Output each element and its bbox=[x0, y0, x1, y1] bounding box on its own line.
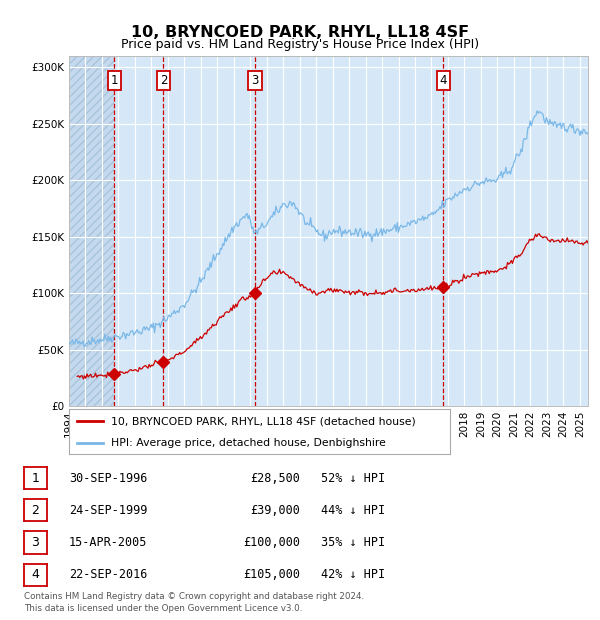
Text: 42% ↓ HPI: 42% ↓ HPI bbox=[321, 569, 385, 581]
Text: Contains HM Land Registry data © Crown copyright and database right 2024.
This d: Contains HM Land Registry data © Crown c… bbox=[24, 591, 364, 613]
Text: 24-SEP-1999: 24-SEP-1999 bbox=[69, 504, 148, 516]
Text: £28,500: £28,500 bbox=[250, 472, 300, 484]
Bar bbox=[163, 56, 588, 406]
Text: 52% ↓ HPI: 52% ↓ HPI bbox=[321, 472, 385, 484]
Bar bbox=[114, 56, 163, 406]
Text: 10, BRYNCOED PARK, RHYL, LL18 4SF (detached house): 10, BRYNCOED PARK, RHYL, LL18 4SF (detac… bbox=[111, 416, 416, 427]
Text: 3: 3 bbox=[251, 74, 259, 87]
Text: 15-APR-2005: 15-APR-2005 bbox=[69, 536, 148, 549]
Bar bbox=[69, 56, 114, 406]
Text: 1: 1 bbox=[110, 74, 118, 87]
Text: 4: 4 bbox=[31, 569, 40, 581]
Text: 44% ↓ HPI: 44% ↓ HPI bbox=[321, 504, 385, 516]
Text: HPI: Average price, detached house, Denbighshire: HPI: Average price, detached house, Denb… bbox=[111, 438, 386, 448]
Text: 2: 2 bbox=[160, 74, 167, 87]
Text: £105,000: £105,000 bbox=[243, 569, 300, 581]
Text: Price paid vs. HM Land Registry's House Price Index (HPI): Price paid vs. HM Land Registry's House … bbox=[121, 38, 479, 51]
Text: 30-SEP-1996: 30-SEP-1996 bbox=[69, 472, 148, 484]
Text: 35% ↓ HPI: 35% ↓ HPI bbox=[321, 536, 385, 549]
Text: 2: 2 bbox=[31, 504, 40, 516]
Text: £39,000: £39,000 bbox=[250, 504, 300, 516]
Bar bbox=[69, 56, 114, 406]
Text: 1: 1 bbox=[31, 472, 40, 484]
Text: 4: 4 bbox=[440, 74, 447, 87]
Text: 3: 3 bbox=[31, 536, 40, 549]
Text: £100,000: £100,000 bbox=[243, 536, 300, 549]
Text: 22-SEP-2016: 22-SEP-2016 bbox=[69, 569, 148, 581]
Text: 10, BRYNCOED PARK, RHYL, LL18 4SF: 10, BRYNCOED PARK, RHYL, LL18 4SF bbox=[131, 25, 469, 40]
